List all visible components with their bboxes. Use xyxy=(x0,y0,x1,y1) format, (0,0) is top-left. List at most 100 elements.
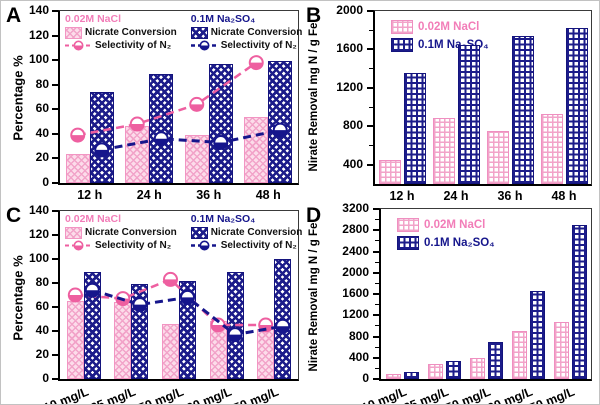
navy-crosshatch-swatch-icon xyxy=(190,26,208,39)
y-tick-mark xyxy=(373,229,379,232)
y-minor-tick-mark xyxy=(375,219,379,221)
y-tick-mark xyxy=(52,234,58,236)
y-minor-tick-mark xyxy=(369,145,373,147)
y-minor-tick-mark xyxy=(375,367,379,369)
pink-half-circle-marker xyxy=(67,287,83,303)
navy-crosshatch-swatch-icon xyxy=(190,226,208,239)
bar-navy-grid-10mgL xyxy=(403,372,419,379)
y-minor-tick-mark xyxy=(375,240,379,242)
navy-dashed-line-marker-icon xyxy=(190,240,218,251)
bar-pink-grid-48h xyxy=(540,113,563,184)
y-tick-label: 140 xyxy=(28,3,49,17)
bar-pink-cross-10mgL xyxy=(66,301,84,379)
y-tick-label: 80 xyxy=(35,76,49,91)
y-tick-mark xyxy=(373,208,379,210)
legend-c-na2so4-selectivity-row: Selectivity of N₂ xyxy=(190,239,303,252)
y-tick-label: 40 xyxy=(35,323,49,337)
y-tick-label: 1600 xyxy=(336,41,363,56)
y-tick-label: 0 xyxy=(362,371,369,385)
legend-c-nacl-conversion-label: Nicrate Conversion xyxy=(85,227,177,238)
pink-half-circle-marker xyxy=(70,127,86,143)
navy-grid-swatch-icon xyxy=(391,38,413,52)
legend-a-na2so4-conversion-label: Nicrate Conversion xyxy=(210,27,303,38)
legend-c-nacl-title: 0.02M NaCl xyxy=(65,213,122,225)
bar-navy-cross-24h xyxy=(149,73,174,183)
legend-a-nacl-title: 0.02M NaCl xyxy=(65,13,122,25)
y-tick-mark xyxy=(52,306,58,308)
y-tick-label: 100 xyxy=(28,251,49,265)
legend-c-nacl-selectivity-row: Selectivity of N₂ xyxy=(65,239,177,252)
legend-c-nacl-column: 0.02M NaCl Nicrate Conversion Selectivit… xyxy=(65,213,177,252)
y-tick-mark xyxy=(373,378,379,380)
y-tick-mark xyxy=(52,282,58,284)
panel-c-percentage-vs-concentration: C Percentage % 0 20 40 60 80 100 120 140 10 mg/L… xyxy=(1,201,303,404)
x-tick-label: 12 h xyxy=(389,189,415,203)
bar-pink-grid-10mgL xyxy=(385,373,401,379)
y-tick-mark xyxy=(367,163,373,166)
legend-c-na2so4-selectivity-label: Selectivity of N₂ xyxy=(220,240,297,251)
legend-b-nacl-row: 0.02M NaCl xyxy=(391,20,489,34)
y-tick-label: 60 xyxy=(35,101,49,116)
bar-pink-grid-25mgL xyxy=(427,363,443,379)
y-axis-label-d: Nirate Removal mg N / g Fe xyxy=(308,222,320,372)
bar-pink-cross-36h xyxy=(184,135,209,183)
y-tick-label: 2400 xyxy=(342,243,369,258)
bar-navy-cross-150mgL xyxy=(274,259,292,379)
legend-a-na2so4-selectivity-label: Selectivity of N₂ xyxy=(220,40,297,51)
panel-letter-c: C xyxy=(6,204,22,227)
y-tick-label: 60 xyxy=(35,299,49,313)
y-tick-mark xyxy=(52,132,58,135)
x-tick-label: 48 h xyxy=(255,188,281,202)
y-tick-mark xyxy=(367,125,373,128)
panel-a-percentage-vs-time: A Percentage % 0 20 40 60 80 100 120 140 12 h 24 … xyxy=(1,1,303,202)
legend-a-na2so4-title: 0.1M Na₂SO₄ xyxy=(190,13,256,25)
y-tick-label: 2000 xyxy=(336,3,363,17)
legend-a-nacl-selectivity-row: Selectivity of N₂ xyxy=(65,39,177,52)
y-tick-label: 1600 xyxy=(342,286,369,300)
y-tick-label: 800 xyxy=(342,118,363,133)
y-tick-mark xyxy=(52,34,58,37)
pink-half-circle-marker-fill xyxy=(71,135,85,142)
y-minor-tick-mark xyxy=(375,304,379,306)
plot-area-c: 0 20 40 60 80 100 120 140 10 mg/L 25 mg/L 50 mg/L 1… xyxy=(29,203,299,404)
y-tick-label: 80 xyxy=(35,275,49,289)
pink-half-circle-marker xyxy=(189,96,205,112)
y-minor-tick-mark xyxy=(375,325,379,327)
y-tick-mark xyxy=(367,10,373,12)
bar-pink-cross-50mgL xyxy=(162,323,179,379)
bar-navy-grid-100mgL xyxy=(529,291,545,379)
y-tick-label: 1200 xyxy=(342,307,369,322)
y-tick-mark xyxy=(52,59,58,62)
y-tick-mark xyxy=(367,86,373,89)
y-tick-mark xyxy=(52,83,58,86)
panel-letter-d: D xyxy=(306,204,322,227)
pink-half-circle-marker-fill xyxy=(249,62,263,70)
y-tick-label: 400 xyxy=(348,349,369,364)
y-tick-label: 400 xyxy=(342,156,363,171)
pink-grid-swatch-icon xyxy=(391,20,413,34)
panel-b-removal-vs-time: B Nirate Removal mg N / g Fe 0.02M NaCl … xyxy=(301,1,599,203)
y-tick-mark xyxy=(373,271,379,274)
bar-navy-cross-48h xyxy=(268,61,293,183)
pink-dashed-line-marker-icon xyxy=(65,240,92,251)
y-tick-mark xyxy=(52,108,58,111)
bar-navy-grid-50mgL xyxy=(487,341,503,379)
y-tick-label: 120 xyxy=(28,27,49,42)
x-tick-label: 10 mg/L xyxy=(41,384,91,405)
y-tick-label: 20 xyxy=(35,150,49,165)
bar-navy-cross-50mgL xyxy=(179,280,196,379)
y-tick-mark xyxy=(52,258,58,260)
navy-grid-swatch-icon xyxy=(397,236,419,250)
bar-pink-cross-100mgL xyxy=(209,321,227,379)
legend-c-na2so4-column: 0.1M Na₂SO₄ Nicrate Conversion Selectivi… xyxy=(190,213,303,252)
y-tick-label: 0 xyxy=(42,175,49,189)
pink-grid-swatch-icon xyxy=(397,218,419,232)
y-tick-label: 1200 xyxy=(336,79,363,94)
panel-d-removal-vs-concentration: D Nirate Removal mg N / g Fe 0.02M NaCl … xyxy=(301,201,599,404)
bar-navy-cross-36h xyxy=(208,63,233,183)
y-tick-mark xyxy=(52,157,58,160)
bar-navy-grid-24h xyxy=(457,44,480,184)
legend-b: 0.02M NaCl 0.1M Na₂SO₄ xyxy=(391,20,489,52)
bar-navy-cross-100mgL xyxy=(226,272,244,379)
bar-pink-cross-12h xyxy=(65,153,90,183)
